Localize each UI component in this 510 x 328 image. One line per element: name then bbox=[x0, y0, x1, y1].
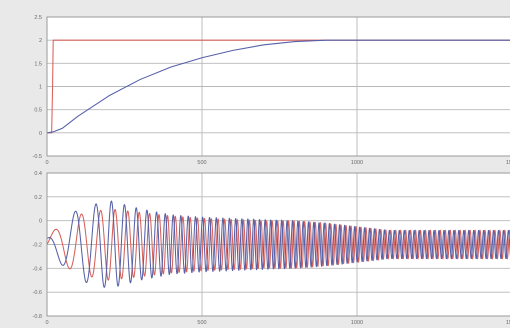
y-tick-label: 0.2 bbox=[34, 195, 42, 201]
x-tick-label: 1000 bbox=[351, 160, 363, 166]
y-tick-label: -0.5 bbox=[33, 154, 42, 160]
y-tick-label: -0.2 bbox=[33, 243, 42, 249]
series-line-blue bbox=[46, 200, 510, 288]
y-tick-label: -0.8 bbox=[33, 314, 42, 320]
series-line-blue bbox=[46, 39, 510, 134]
x-tick-label: 0 bbox=[45, 320, 48, 326]
y-tick-label: 0 bbox=[39, 131, 42, 137]
plot-frame bbox=[46, 16, 510, 157]
y-tick-label: 1.5 bbox=[34, 61, 42, 67]
y-tick-label: 0.4 bbox=[34, 171, 42, 177]
x-tick-label: 1500 bbox=[506, 160, 510, 166]
y-tick-label: 0 bbox=[39, 219, 42, 225]
top-chart: 2.521.510.50-0.5050010001500 bbox=[33, 15, 510, 166]
x-tick-label: 0 bbox=[45, 160, 48, 166]
y-tick-label: 2.5 bbox=[34, 15, 42, 21]
x-tick-label: 500 bbox=[197, 160, 206, 166]
x-tick-label: 1000 bbox=[351, 320, 363, 326]
y-tick-label: 2 bbox=[39, 38, 42, 44]
x-tick-label: 1500 bbox=[506, 320, 510, 326]
y-tick-label: 0.5 bbox=[34, 108, 42, 114]
bottom-chart: 0.40.20-0.2-0.4-0.6-0.8050010001500 bbox=[33, 171, 510, 326]
y-tick-label: -0.4 bbox=[33, 266, 42, 272]
plot-frame bbox=[46, 172, 510, 317]
x-tick-label: 500 bbox=[197, 320, 206, 326]
y-tick-label: -0.6 bbox=[33, 290, 42, 296]
y-tick-label: 1 bbox=[39, 85, 42, 91]
